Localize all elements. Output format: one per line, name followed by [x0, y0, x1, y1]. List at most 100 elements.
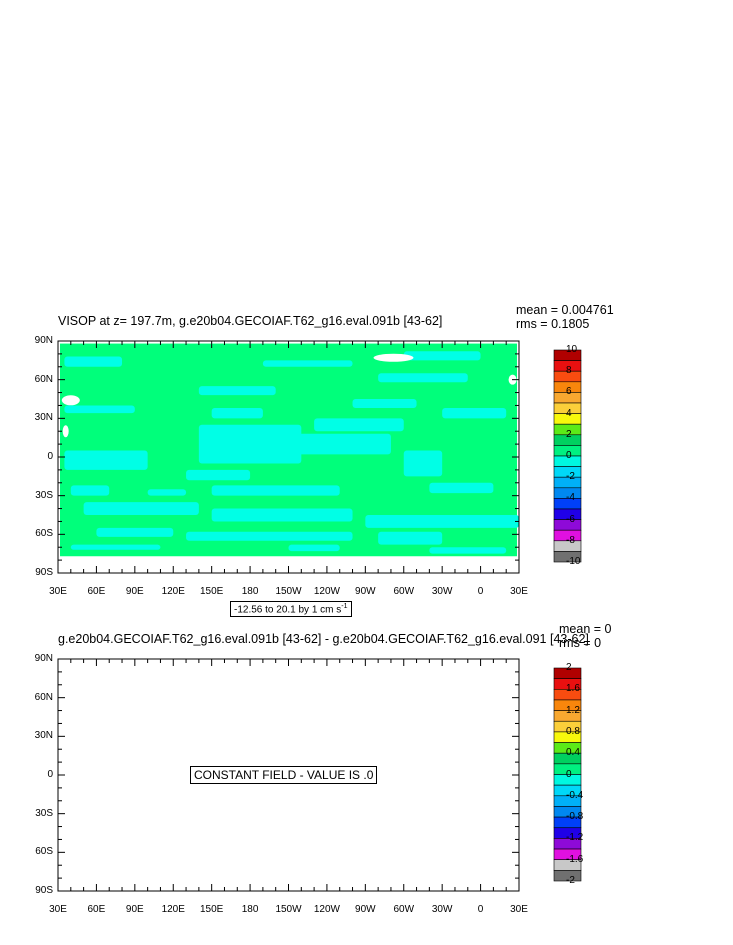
colorbar-label: 10 — [566, 344, 578, 355]
x-tick-label: 150W — [275, 904, 302, 915]
x-tick-label: 30W — [431, 586, 453, 597]
x-tick-label: 180 — [241, 904, 259, 915]
x-tick-label: 30W — [431, 904, 453, 915]
field-negative-band — [211, 508, 353, 522]
colorbar-swatch — [553, 870, 582, 882]
colorbar-label: 0.4 — [566, 747, 580, 759]
field-negative-band — [70, 485, 110, 496]
colorbar-label: 0.8 — [566, 725, 580, 737]
field-negative-band — [211, 485, 340, 496]
panel1-field-note: -12.56 to 20.1 by 1 cm s-1 — [230, 601, 352, 618]
x-tick-label: 90E — [125, 586, 144, 597]
x-tick-label: 150E — [199, 904, 224, 915]
field-missing-area — [61, 395, 80, 406]
x-tick-label: 150W — [275, 586, 302, 597]
x-tick-label: 60W — [393, 904, 415, 915]
y-tick-label: 90N — [34, 335, 53, 346]
colorbar-label: -6 — [566, 513, 575, 525]
x-tick-label: 90W — [355, 904, 376, 915]
panel1-field-note-sup: -1 — [341, 603, 348, 610]
field-negative-band — [442, 408, 507, 419]
panel2-rms: rms = 0 — [559, 636, 602, 650]
x-tick-label: 120E — [161, 586, 185, 597]
y-tick-label: 60N — [34, 691, 53, 703]
x-tick-label: 30E — [510, 586, 528, 597]
x-tick-label: 120W — [313, 904, 340, 915]
field-negative-band — [262, 360, 353, 367]
x-tick-label: 90W — [355, 586, 376, 597]
field-negative-band — [288, 544, 340, 552]
field-negative-band — [314, 418, 404, 432]
x-tick-label: 30E — [49, 586, 67, 597]
x-tick-label: 0 — [477, 586, 484, 597]
panel2-mean: mean = 0 — [559, 622, 612, 636]
field-negative-band — [378, 531, 443, 545]
y-tick-label: 30S — [35, 489, 53, 501]
colorbar-label: 8 — [566, 365, 572, 377]
panel1-mean: mean = 0.004761 — [516, 303, 614, 317]
y-tick-label: 0 — [47, 769, 53, 780]
colorbar-label: 1.2 — [566, 704, 580, 716]
x-tick-label: 120E — [161, 904, 185, 915]
y-tick-label: 60N — [34, 373, 53, 385]
x-tick-label: 90E — [125, 904, 144, 915]
field-negative-band — [64, 405, 135, 414]
colorbar-label: 1.6 — [566, 683, 580, 695]
x-tick-label: 60E — [87, 586, 106, 597]
field-negative-band — [186, 531, 353, 541]
field-negative-band — [365, 515, 519, 528]
x-tick-label: 60E — [87, 904, 106, 915]
field-negative-band — [186, 469, 251, 481]
y-tick-label: 90S — [35, 885, 53, 896]
y-tick-label: 60S — [35, 846, 53, 858]
y-tick-label: 30N — [34, 412, 53, 424]
field-negative-band — [83, 502, 199, 515]
colorbar-label: -2 — [566, 875, 575, 886]
y-tick-label: 90N — [34, 653, 53, 664]
field-negative-band — [288, 437, 366, 451]
colorbar-label: -1.6 — [566, 853, 584, 865]
x-tick-label: 30E — [49, 904, 67, 915]
colorbar-label: -1.2 — [566, 832, 584, 844]
field-negative-band — [198, 424, 302, 464]
colorbar-swatch — [553, 551, 582, 563]
field-negative-band — [429, 482, 494, 494]
field-negative-band — [352, 399, 417, 409]
field-negative-band — [70, 544, 161, 550]
colorbar-label: -10 — [566, 556, 581, 567]
field-negative-band — [403, 351, 481, 361]
colorbar-label: -8 — [566, 534, 575, 546]
field-negative-band — [64, 356, 123, 367]
x-tick-label: 30E — [510, 904, 528, 915]
colorbar-label: -0.4 — [566, 789, 584, 801]
x-tick-label: 0 — [477, 904, 484, 915]
panel2-title: g.e20b04.GECOIAF.T62_g16.eval.091b [43-6… — [58, 632, 589, 646]
colorbar-label: 4 — [566, 407, 572, 419]
x-tick-label: 120W — [313, 586, 340, 597]
x-tick-label: 60W — [393, 586, 415, 597]
y-tick-label: 30S — [35, 807, 53, 819]
panel2-constant-note: CONSTANT FIELD - VALUE IS .0 — [190, 766, 378, 784]
colorbar-label: 6 — [566, 386, 572, 398]
panel1-rms: rms = 0.1805 — [516, 317, 590, 331]
colorbar-label: 0 — [566, 450, 572, 461]
y-tick-label: 60S — [35, 528, 53, 540]
field-negative-band — [198, 386, 276, 396]
colorbar-label: -0.8 — [566, 811, 584, 823]
y-tick-label: 0 — [47, 451, 53, 462]
field-negative-band — [429, 547, 507, 554]
field-negative-band — [403, 450, 443, 477]
colorbar-label: -2 — [566, 471, 575, 483]
y-tick-label: 30N — [34, 730, 53, 742]
colorbar-label: 2 — [566, 662, 572, 673]
x-tick-label: 180 — [241, 586, 259, 597]
field-negative-band — [96, 527, 174, 537]
field-missing-area — [373, 353, 414, 362]
field-negative-band — [147, 489, 187, 496]
field-negative-band — [64, 450, 148, 470]
colorbar-label: -4 — [566, 492, 575, 504]
panel1-field-note-text: -12.56 to 20.1 by 1 cm s — [234, 604, 342, 616]
field-missing-area — [62, 425, 69, 438]
